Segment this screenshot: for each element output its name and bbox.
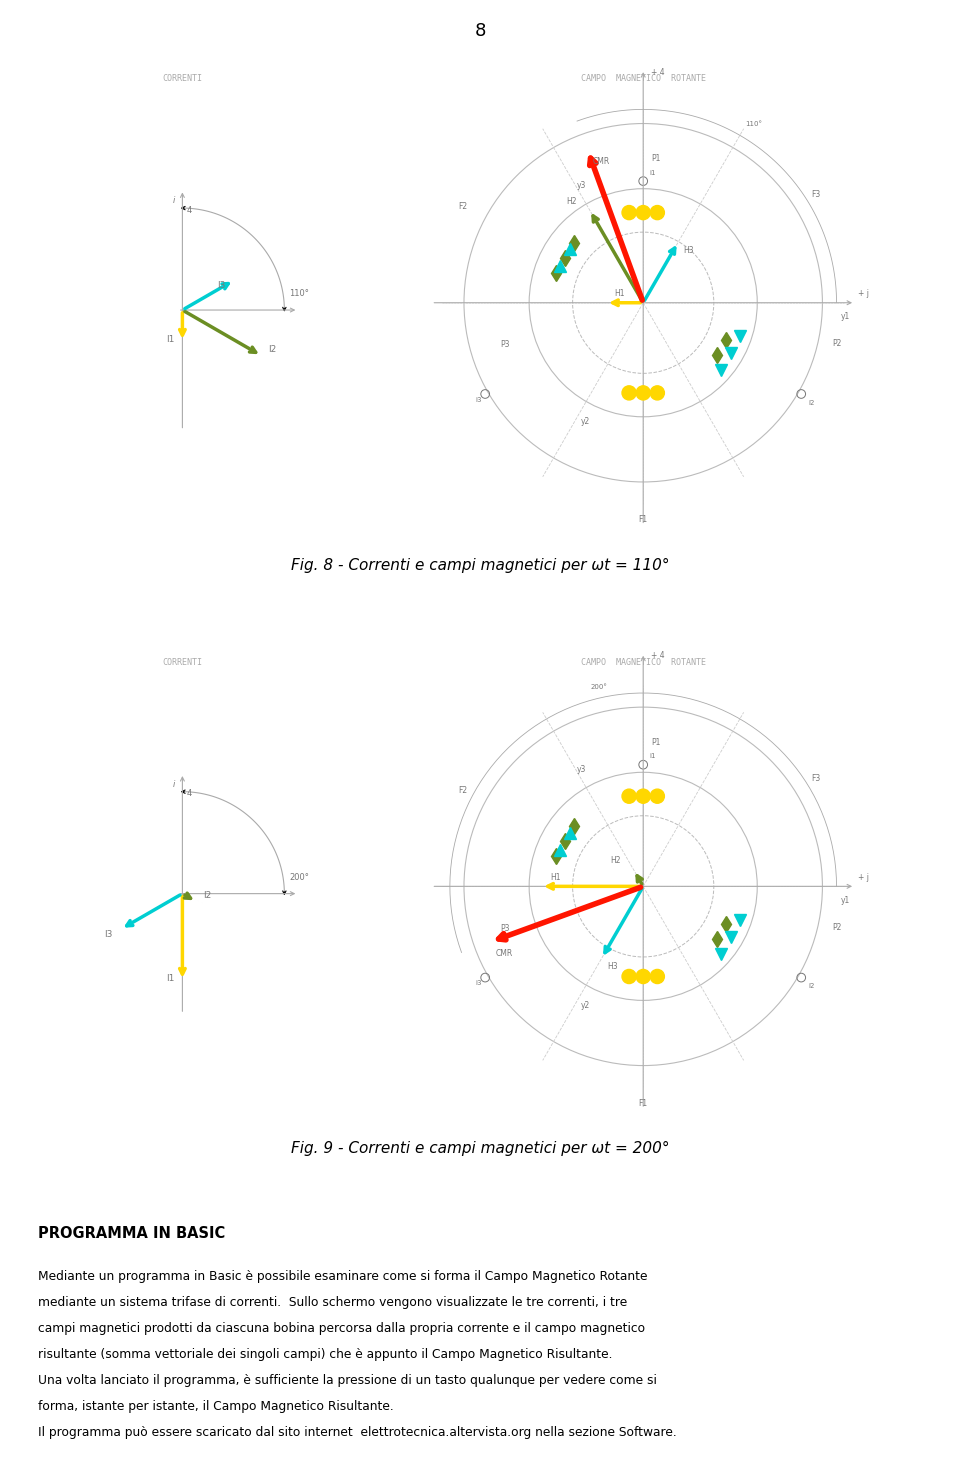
Text: I3: I3	[217, 280, 226, 290]
Text: 200°: 200°	[289, 872, 309, 881]
Circle shape	[650, 789, 664, 804]
Text: F1: F1	[638, 1099, 648, 1107]
Text: CORRENTI: CORRENTI	[162, 658, 203, 667]
Text: y3: y3	[576, 765, 586, 773]
Circle shape	[622, 385, 636, 400]
Text: i3: i3	[475, 397, 481, 403]
Text: y1: y1	[841, 312, 851, 321]
Circle shape	[636, 789, 650, 804]
Text: H1: H1	[614, 289, 625, 298]
Text: P3: P3	[500, 924, 510, 934]
Circle shape	[650, 385, 664, 400]
Text: I2: I2	[268, 344, 276, 355]
Text: CORRENTI: CORRENTI	[162, 74, 203, 83]
Text: y3: y3	[576, 181, 586, 190]
Text: P3: P3	[500, 340, 510, 350]
Text: 4: 4	[187, 206, 192, 214]
Text: Fig. 8 - Correnti e campi magnetici per ωt = 110°: Fig. 8 - Correnti e campi magnetici per …	[291, 557, 669, 573]
Circle shape	[636, 969, 650, 983]
Text: i2: i2	[808, 983, 815, 989]
Text: CAMPO  MAGNETICO  ROTANTE: CAMPO MAGNETICO ROTANTE	[581, 74, 706, 83]
Text: i3: i3	[475, 980, 481, 986]
Text: risultante (somma vettoriale dei singoli campi) che è appunto il Campo Magnetico: risultante (somma vettoriale dei singoli…	[38, 1348, 612, 1361]
Text: PROGRAMMA IN BASIC: PROGRAMMA IN BASIC	[38, 1226, 226, 1240]
Text: P2: P2	[832, 340, 841, 349]
Text: F3: F3	[812, 773, 821, 782]
Circle shape	[622, 969, 636, 983]
Text: H2: H2	[565, 197, 576, 206]
Text: 110°: 110°	[745, 121, 762, 127]
Text: I1: I1	[166, 973, 174, 983]
Text: Fig. 9 - Correnti e campi magnetici per ωt = 200°: Fig. 9 - Correnti e campi magnetici per …	[291, 1141, 669, 1157]
Text: 200°: 200°	[590, 684, 608, 690]
Text: P2: P2	[832, 924, 841, 932]
Text: F1: F1	[638, 515, 648, 524]
Text: I2: I2	[203, 891, 211, 900]
Text: y2: y2	[581, 417, 589, 426]
Circle shape	[622, 206, 636, 220]
Text: H2: H2	[610, 856, 620, 865]
Circle shape	[650, 969, 664, 983]
Text: 110°: 110°	[289, 289, 309, 298]
Text: 4: 4	[187, 789, 192, 798]
Text: CMR: CMR	[495, 950, 513, 959]
Text: i1: i1	[650, 753, 657, 759]
Text: Il programma può essere scaricato dal sito internet  elettrotecnica.altervista.o: Il programma può essere scaricato dal si…	[38, 1425, 677, 1439]
Text: + 4: + 4	[651, 651, 664, 661]
Text: CAMPO  MAGNETICO  ROTANTE: CAMPO MAGNETICO ROTANTE	[581, 658, 706, 667]
Text: H3: H3	[684, 247, 694, 255]
Text: H1: H1	[550, 872, 561, 881]
Text: Una volta lanciato il programma, è sufficiente la pressione di un tasto qualunqu: Una volta lanciato il programma, è suffi…	[38, 1374, 658, 1388]
Circle shape	[636, 206, 650, 220]
Text: F2: F2	[458, 203, 468, 212]
Circle shape	[650, 206, 664, 220]
Text: P1: P1	[651, 155, 660, 163]
Circle shape	[622, 789, 636, 804]
Text: I1: I1	[166, 334, 174, 344]
Text: y1: y1	[841, 896, 851, 905]
Text: CMR: CMR	[593, 156, 611, 166]
Text: campi magnetici prodotti da ciascuna bobina percorsa dalla propria corrente e il: campi magnetici prodotti da ciascuna bob…	[38, 1322, 645, 1335]
Text: 8: 8	[474, 22, 486, 41]
Text: i2: i2	[808, 400, 815, 406]
Text: y2: y2	[581, 1001, 589, 1010]
Text: i: i	[173, 781, 176, 789]
Text: I3: I3	[105, 929, 112, 938]
Text: forma, istante per istante, il Campo Magnetico Risultante.: forma, istante per istante, il Campo Mag…	[38, 1399, 395, 1412]
Text: H3: H3	[607, 963, 617, 972]
Text: F2: F2	[458, 786, 468, 795]
Text: i: i	[173, 197, 176, 206]
Text: i1: i1	[650, 169, 657, 175]
Text: + 4: + 4	[651, 67, 664, 77]
Text: Mediante un programma in Basic è possibile esaminare come si forma il Campo Magn: Mediante un programma in Basic è possibi…	[38, 1269, 648, 1282]
Text: mediante un sistema trifase di correnti.  Sullo schermo vengono visualizzate le : mediante un sistema trifase di correnti.…	[38, 1296, 628, 1309]
Text: F3: F3	[812, 190, 821, 198]
Circle shape	[636, 385, 650, 400]
Text: + j: + j	[858, 289, 869, 298]
Text: + j: + j	[858, 872, 869, 881]
Text: P1: P1	[651, 738, 660, 747]
